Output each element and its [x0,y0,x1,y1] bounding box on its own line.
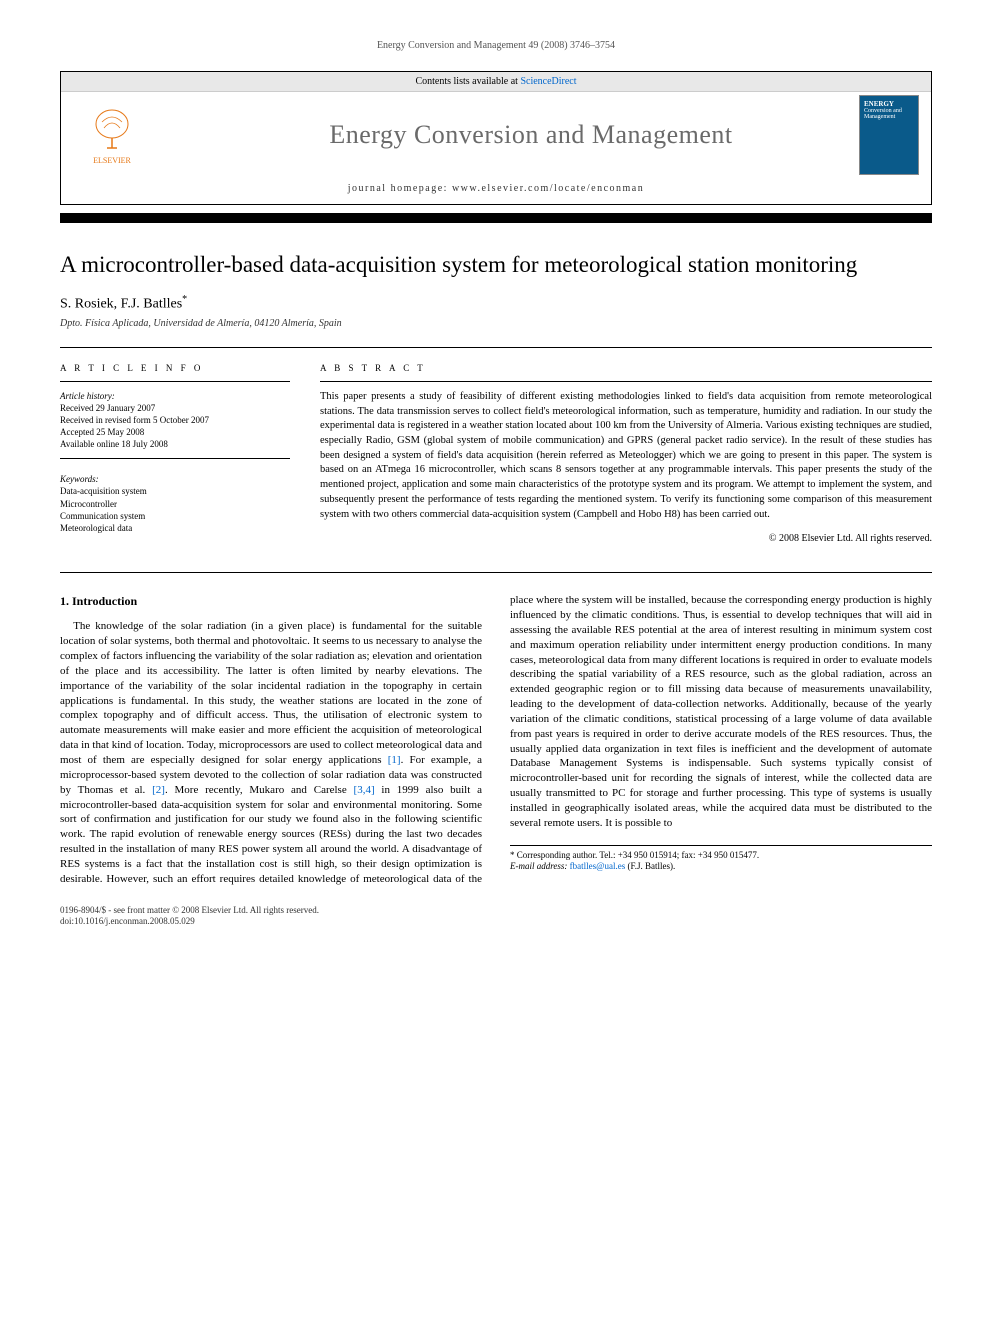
affiliation: Dpto. Física Aplicada, Universidad de Al… [60,318,932,329]
email-label: E-mail address: [510,861,567,871]
keyword-3: Communication system [60,510,290,522]
corresponding-author: * Corresponding author. Tel.: +34 950 01… [510,850,932,862]
corr-mark: * [182,294,187,305]
keywords-block: Keywords: Data-acquisition system Microc… [60,458,290,534]
body-columns: 1. Introduction The knowledge of the sol… [60,593,932,886]
elsevier-label: ELSEVIER [93,156,131,165]
history-online: Available online 18 July 2008 [60,438,290,450]
journal-title: Energy Conversion and Management [147,120,915,150]
authors: S. Rosiek, F.J. Batlles* [60,294,932,313]
keyword-4: Meteorological data [60,522,290,534]
article-title: A microcontroller-based data-acquisition… [60,251,932,280]
article-info-heading: A R T I C L E I N F O [60,362,290,381]
body-text-1c: . More recently, Mukaro and Carelse [165,784,354,796]
abstract-heading: A B S T R A C T [320,362,932,382]
abstract-text: This paper presents a study of feasibili… [320,390,932,522]
body-text-1a: The knowledge of the solar radiation (in… [60,620,482,766]
keyword-1: Data-acquisition system [60,485,290,497]
sciencedirect-link[interactable]: ScienceDirect [520,76,576,87]
author-names: S. Rosiek, F.J. Batlles [60,296,182,311]
history-revised: Received in revised form 5 October 2007 [60,414,290,426]
email-link[interactable]: fbatlles@ual.es [570,861,626,871]
history-label: Article history: [60,390,290,402]
ref-link-1[interactable]: [1] [388,754,401,766]
journal-header-box: Contents lists available at ScienceDirec… [60,71,932,205]
footnote-block: * Corresponding author. Tel.: +34 950 01… [510,845,932,873]
info-abstract-row: A R T I C L E I N F O Article history: R… [60,347,932,546]
elsevier-tree-icon [87,104,137,154]
email-line: E-mail address: fbatlles@ual.es (F.J. Ba… [510,861,932,873]
keyword-2: Microcontroller [60,498,290,510]
section-rule [60,572,932,573]
section-1-title: 1. Introduction [60,593,482,609]
footer: 0196-8904/$ - see front matter © 2008 El… [60,905,932,928]
journal-cover-thumb: ENERGY Conversion and Management [859,95,919,175]
article-info: A R T I C L E I N F O Article history: R… [60,362,290,546]
ref-link-34[interactable]: [3,4] [354,784,375,796]
contents-prefix: Contents lists available at [415,76,520,87]
footer-copyright: 0196-8904/$ - see front matter © 2008 El… [60,905,932,917]
header-main: ELSEVIER Energy Conversion and Managemen… [61,92,931,177]
cover-title: ENERGY [864,100,914,108]
body-paragraph: The knowledge of the solar radiation (in… [60,593,932,886]
abstract-copyright: © 2008 Elsevier Ltd. All rights reserved… [320,532,932,546]
journal-homepage: journal homepage: www.elsevier.com/locat… [61,177,931,204]
cover-subtitle: Conversion and Management [864,108,914,120]
email-name: (F.J. Batlles). [627,861,675,871]
contents-bar: Contents lists available at ScienceDirec… [61,72,931,92]
abstract: A B S T R A C T This paper presents a st… [320,362,932,546]
elsevier-logo: ELSEVIER [77,104,147,165]
history-received: Received 29 January 2007 [60,402,290,414]
header-citation: Energy Conversion and Management 49 (200… [60,40,932,51]
keywords-label: Keywords: [60,473,290,485]
ref-link-2[interactable]: [2] [152,784,165,796]
thick-rule [60,213,932,223]
journal-title-block: Energy Conversion and Management [147,120,915,150]
footer-doi: doi:10.1016/j.enconman.2008.05.029 [60,916,932,928]
history-accepted: Accepted 25 May 2008 [60,426,290,438]
